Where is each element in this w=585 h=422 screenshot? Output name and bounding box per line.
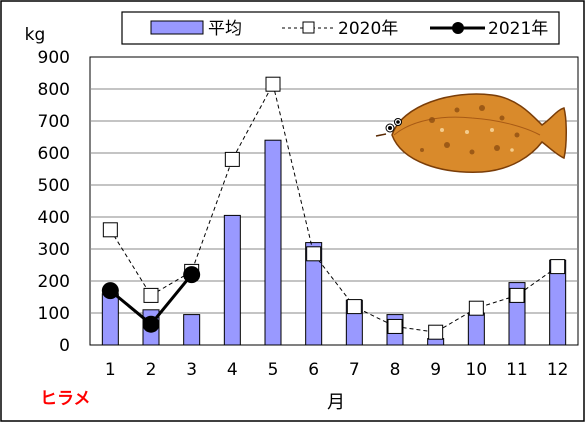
point-2021 <box>183 266 201 284</box>
y-axis-label: kg <box>25 25 46 45</box>
point-2020 <box>306 246 322 262</box>
x-tick-label: 2 <box>146 360 157 380</box>
bar-avg <box>183 314 201 346</box>
point-2020 <box>346 299 362 315</box>
point-2020 <box>428 324 444 340</box>
point-2020 <box>550 259 566 275</box>
legend-marker-2021 <box>452 22 464 34</box>
bar-avg <box>467 312 485 346</box>
x-tick-label: 11 <box>506 360 528 380</box>
point-2021 <box>101 282 119 300</box>
x-tick-label: 1 <box>105 360 116 380</box>
x-tick-label: 8 <box>390 360 401 380</box>
legend: 平均 2020年 2021年 <box>121 11 560 45</box>
legend-label-2021: 2021年 <box>488 19 548 39</box>
y-tick-label: 800 <box>38 80 70 100</box>
point-2020 <box>265 76 281 92</box>
point-2020 <box>224 151 240 167</box>
point-2020 <box>143 287 159 303</box>
y-tick-label: 100 <box>38 304 70 324</box>
point-2020 <box>468 300 484 316</box>
species-label: ヒラメ <box>40 389 91 409</box>
y-tick-label: 200 <box>38 272 70 292</box>
bar-avg <box>264 139 282 346</box>
y-tick-label: 0 <box>59 336 70 356</box>
x-tick-label: 10 <box>466 360 488 380</box>
x-tick-label: 7 <box>349 360 360 380</box>
y-tick-label: 900 <box>38 48 70 68</box>
bar-avg <box>305 242 323 346</box>
bar-avg <box>101 293 119 346</box>
bar-avg <box>223 214 241 346</box>
x-tick-label: 3 <box>186 360 197 380</box>
y-tick-label: 400 <box>38 208 70 228</box>
legend-label-avg: 平均 <box>208 19 242 39</box>
x-tick-label: 12 <box>547 360 569 380</box>
y-tick-label: 600 <box>38 144 70 164</box>
flounder-illustration <box>375 93 567 173</box>
gridlines <box>90 88 578 314</box>
y-tick-label: 700 <box>38 112 70 132</box>
x-tick-label: 4 <box>227 360 238 380</box>
point-2020 <box>387 318 403 334</box>
x-axis-label: 月 <box>327 392 345 413</box>
x-tick-label: 5 <box>268 360 279 380</box>
y-tick-labels: 0 100 200 300 400 500 600 700 800 900 <box>38 48 70 356</box>
point-2020 <box>102 222 118 238</box>
y-tick-label: 300 <box>38 240 70 260</box>
lines <box>101 76 566 340</box>
legend-swatch-avg <box>150 20 204 35</box>
x-tick-labels: 1 2 3 4 5 6 7 8 9 10 11 12 <box>105 360 569 380</box>
x-tick-label: 9 <box>430 360 441 380</box>
legend-label-2020: 2020年 <box>338 19 398 39</box>
x-tick-label: 6 <box>308 360 319 380</box>
point-2020 <box>509 287 525 303</box>
y-tick-label: 500 <box>38 176 70 196</box>
legend-marker-2020 <box>302 21 315 34</box>
point-2021 <box>142 315 160 333</box>
